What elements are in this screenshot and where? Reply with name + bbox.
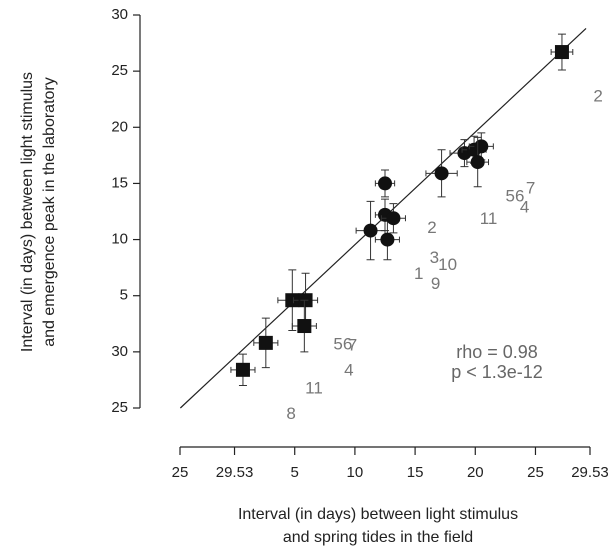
x-tick-label: 29.53 (571, 464, 609, 481)
x-tick-label: 10 (347, 464, 364, 481)
annotation: rho = 0.98 (456, 342, 538, 362)
circle-point (378, 176, 392, 191)
x-axis-label: and spring tides in the field (283, 529, 473, 546)
circle-point (380, 232, 395, 247)
point-label: 9 (431, 274, 440, 293)
square-point (285, 293, 300, 308)
square-point (297, 319, 312, 334)
point-label: 4 (344, 360, 353, 379)
y-tick-label: 15 (111, 174, 128, 191)
circle-point (386, 211, 401, 226)
x-tick-label: 15 (407, 464, 424, 481)
x-tick-label: 25 (172, 464, 189, 481)
y-tick-label: 30 (111, 343, 128, 360)
y-tick-label: 30 (111, 6, 128, 23)
point-label: 1 (414, 264, 423, 283)
point-label: 56 (333, 335, 352, 354)
y-axis-label: and emergence peak in the laboratory (41, 77, 58, 347)
square-point (554, 45, 569, 60)
square-point (235, 362, 250, 377)
circle-point (470, 155, 485, 170)
circle-point (363, 223, 378, 238)
x-tick-label: 5 (291, 464, 299, 481)
point-label: 2 (427, 218, 436, 237)
circle-point (474, 139, 489, 154)
point-label: 11 (305, 378, 323, 397)
y-axis-label: Interval (in days) between light stimulu… (19, 72, 36, 352)
circle-point (434, 166, 449, 181)
y-tick-label: 25 (111, 399, 128, 416)
square-point (258, 335, 273, 350)
y-tick-label: 10 (111, 231, 128, 248)
x-axis-label: Interval (in days) between light stimulu… (238, 506, 518, 523)
y-tick-label: 25 (111, 62, 128, 79)
x-tick-label: 25 (527, 464, 544, 481)
point-label: 11 (480, 209, 498, 228)
point-label: 7 (348, 336, 357, 355)
point-label: 4 (520, 198, 529, 217)
point-label: 7 (526, 179, 535, 198)
annotation: p < 1.3e-12 (451, 362, 543, 382)
y-tick-label: 20 (111, 118, 128, 135)
x-tick-label: 29.53 (216, 464, 254, 481)
point-label: 56 (506, 186, 525, 205)
y-tick-label: 5 (120, 287, 128, 304)
point-label: 10 (438, 255, 457, 274)
point-label: 3 (430, 248, 439, 267)
point-label: 2 (593, 86, 602, 105)
point-label: 8 (286, 404, 295, 423)
x-tick-label: 20 (467, 464, 484, 481)
